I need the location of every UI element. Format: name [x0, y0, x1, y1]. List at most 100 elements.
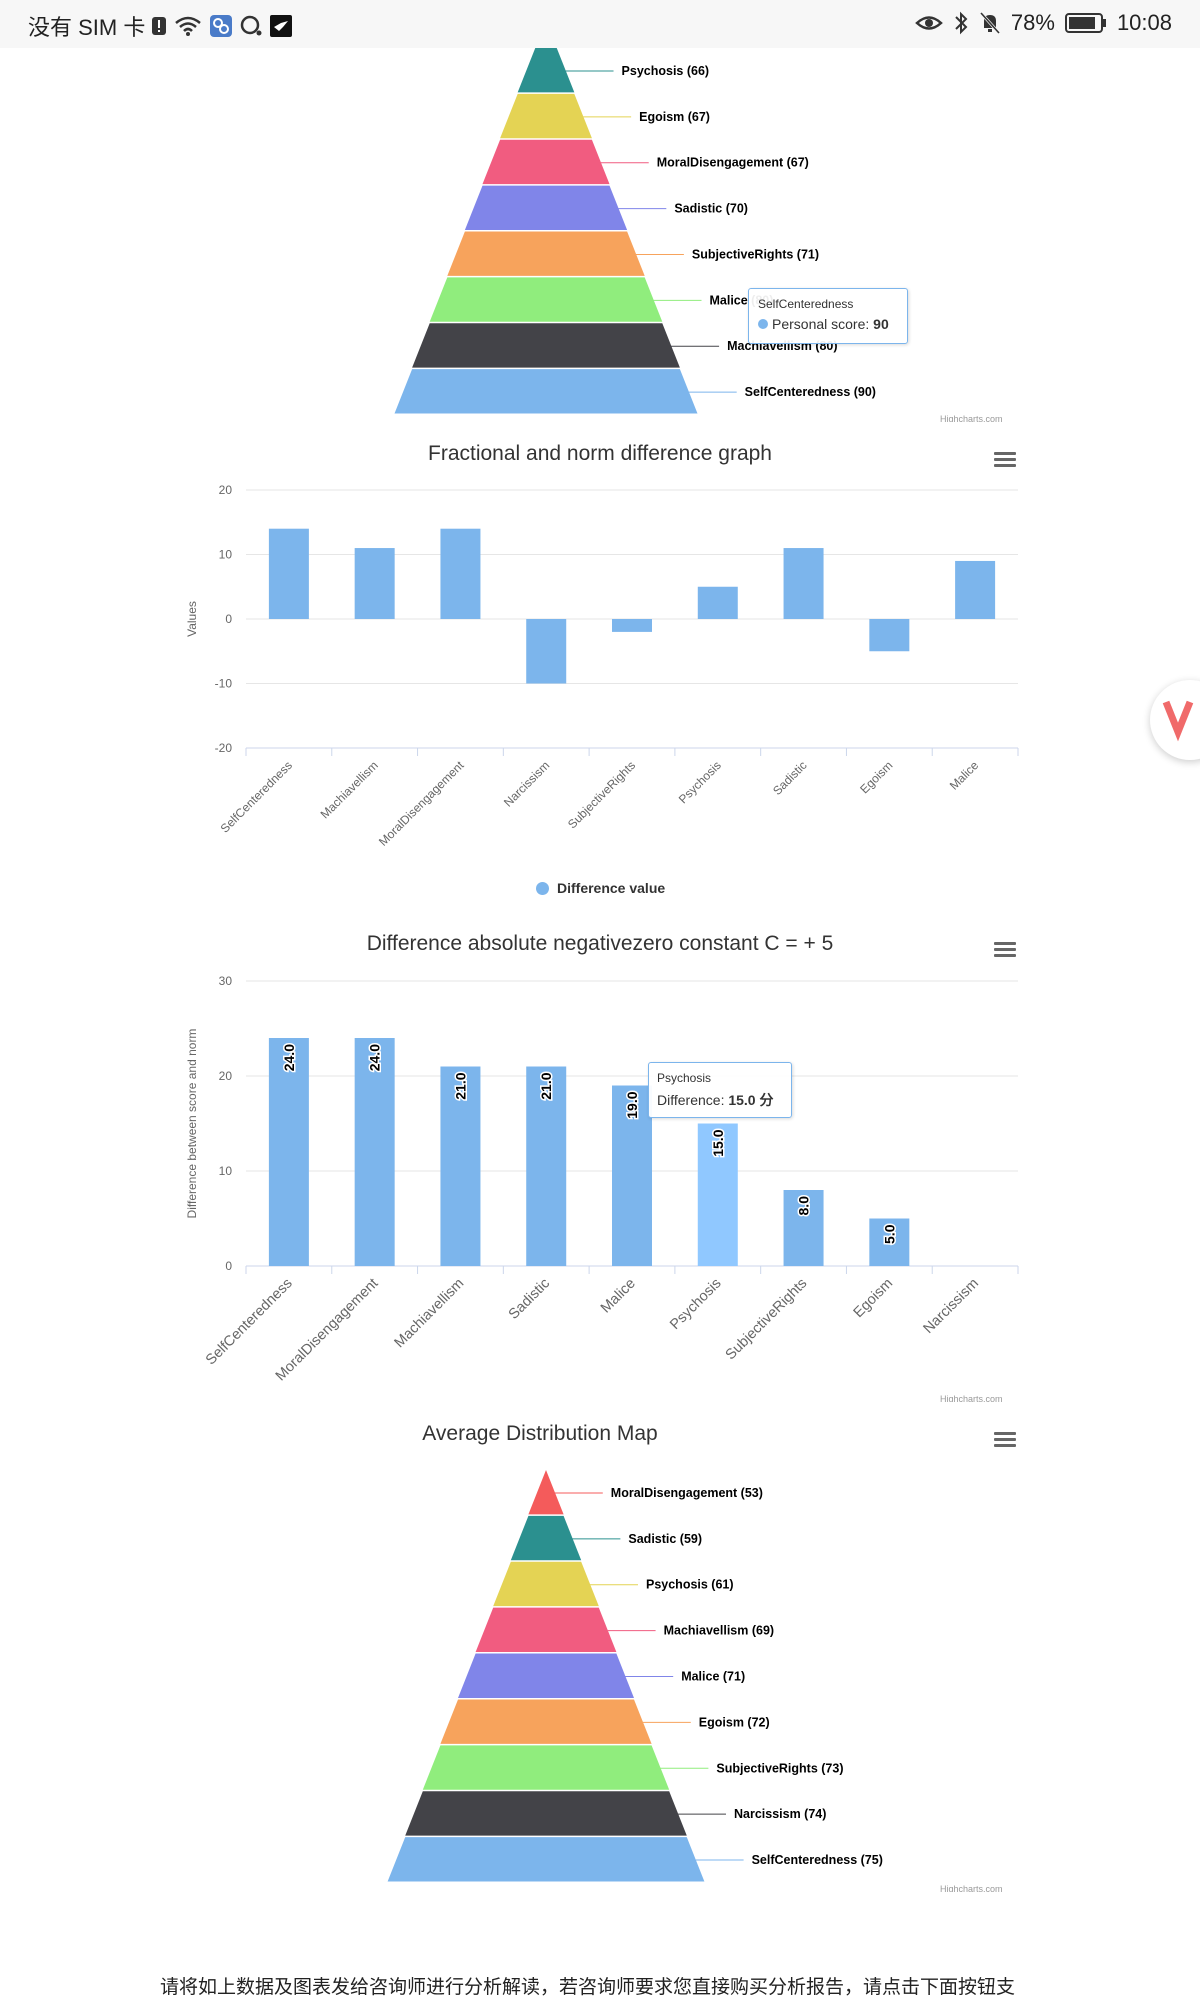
personal-score-pyramid-chart: Psychosis (66) Egoism (67) MoralDisengagem… [0, 48, 1200, 428]
x-category-label: Machiavellism [318, 758, 381, 821]
x-category-label: SubjectiveRights [723, 1276, 811, 1364]
bar [526, 1066, 567, 1266]
bar [354, 1038, 395, 1266]
pyramid-segment [482, 139, 610, 185]
bar [612, 619, 652, 632]
x-category-label: Malice [947, 758, 982, 793]
pyramid-segment [387, 1837, 705, 1882]
wifi-icon [173, 15, 203, 37]
y-tick-label: 20 [219, 483, 233, 497]
pyramid-top-svg: Psychosis (66) Egoism (67) MoralDisengagem… [394, 48, 876, 414]
bar [697, 1123, 738, 1266]
chart-menu-button[interactable] [994, 1430, 1016, 1448]
bar-data-label: 8.0 [796, 1196, 812, 1216]
pyramid-segment [528, 1470, 564, 1515]
pyramid-label: Egoism (67) [639, 110, 710, 124]
pyramid-label: SelfCenteredness (75) [752, 1853, 883, 1867]
bar [869, 1218, 910, 1266]
y-tick-label: 10 [219, 548, 233, 562]
pyramid-label: Narcissism (74) [734, 1807, 826, 1821]
tooltip-body: Personal score: 90 [758, 316, 889, 332]
pyramid-label: SubjectiveRights (73) [716, 1761, 843, 1775]
pyramid-segment [510, 1515, 582, 1561]
pyramid-label: SelfCenteredness (90) [745, 385, 876, 399]
difference-chart-svg: -20 -10 0 10 20 SelfCenteredness Machiavellism… [185, 483, 1019, 849]
chart-menu-button[interactable] [994, 450, 1016, 468]
alert-icon [151, 15, 167, 37]
x-category-label: Egoism [851, 1276, 897, 1322]
floating-action-button[interactable] [1150, 680, 1200, 760]
bar [955, 560, 996, 619]
y-tick-label: 20 [219, 1069, 233, 1083]
pyramid-bottom-credits[interactable]: Highcharts.com [940, 1884, 1003, 1892]
x-category-label: Sadistic [770, 758, 810, 798]
chat-icon [239, 14, 263, 38]
bar [268, 528, 309, 619]
tooltip-body: Difference: 15.0 分 [657, 1092, 774, 1108]
status-right: 78% 10:08 [915, 10, 1172, 36]
difference-chart: Fractional and norm difference graph -20… [0, 428, 1200, 912]
x-category-label: Psychosis [676, 758, 724, 806]
battery-icon [1064, 12, 1107, 34]
tooltip-series-name: Personal score [772, 316, 866, 332]
chart-legend[interactable]: Difference value [536, 880, 665, 896]
status-left: 没有 SIM 卡 [28, 10, 293, 42]
chart-title: Fractional and norm difference graph [428, 442, 772, 465]
pyramid-segment [517, 48, 575, 93]
v-logo-icon [1162, 700, 1194, 742]
x-category-label: SelfCenteredness [203, 1276, 296, 1369]
x-category-label: Egoism [857, 758, 895, 796]
bar-data-label: 5.0 [881, 1224, 897, 1244]
abs-credits[interactable]: Highcharts.com [940, 1394, 1003, 1402]
bar-data-label: 21.0 [452, 1072, 468, 1099]
pyramid-segment [440, 1699, 652, 1744]
y-axis-title: Values [185, 601, 199, 637]
pyramid-bottom-svg: MoralDisengagement (53) Sadistic (59) Psyc… [387, 1470, 883, 1882]
eye-icon [915, 12, 943, 34]
pyramid-segment [429, 277, 663, 322]
battery-percent: 78% [1010, 10, 1055, 35]
pyramid-segment [394, 369, 698, 414]
pyramid-segment [464, 185, 628, 230]
pyramid-label: Machiavellism (69) [664, 1624, 774, 1638]
x-category-label: Malice [598, 1276, 639, 1317]
bar-data-label: 15.0 [710, 1129, 726, 1156]
app-notification-icon [209, 14, 233, 38]
pyramid-label: Psychosis (66) [622, 64, 710, 78]
x-category-label: MoralDisengagement [376, 758, 467, 849]
pyramid-top-credits[interactable]: Highcharts.com [940, 414, 1003, 422]
tooltip-title: Psychosis [657, 1071, 712, 1085]
y-tick-label: -10 [215, 677, 233, 691]
pyramid-segment [405, 1791, 687, 1836]
bar [783, 548, 824, 619]
tooltip-marker-icon [758, 319, 768, 329]
y-axis-title: Difference between score and norm [185, 1029, 199, 1219]
absolute-difference-chart: Difference absolute negativezero constan… [0, 918, 1200, 1408]
pyramid-segment [458, 1653, 634, 1698]
bar [869, 619, 910, 652]
pyramid-segment [500, 93, 592, 139]
bar [354, 548, 395, 619]
bar-data-label: 19.0 [624, 1091, 640, 1118]
pyramid-label: Egoism (72) [699, 1715, 770, 1729]
bar [268, 1038, 309, 1266]
pyramid-segment [422, 1745, 670, 1790]
legend-marker-icon [536, 881, 549, 895]
bar-data-label: 24.0 [281, 1044, 297, 1071]
tooltip-value: 15.0 分 [728, 1092, 774, 1108]
x-category-label: Machiavellism [392, 1276, 468, 1352]
bar [440, 528, 481, 619]
bar [440, 1066, 481, 1266]
clock-time: 10:08 [1116, 10, 1172, 35]
abs-tooltip: Psychosis Difference: 15.0 分 [648, 1062, 792, 1118]
absolute-chart-svg: 0102030SelfCenteredness24.0MoralDisengag… [185, 974, 1019, 1384]
pyramid-label: SubjectiveRights (71) [692, 247, 819, 261]
y-tick-label: -20 [215, 741, 233, 755]
pyramid-segment [493, 1561, 599, 1607]
pyramid-segment [475, 1607, 617, 1653]
bluetooth-icon [953, 11, 969, 35]
tooltip-value: 90 [873, 316, 889, 332]
y-tick-label: 0 [225, 612, 232, 626]
chart-menu-button[interactable] [994, 940, 1016, 958]
tooltip-title: SelfCenteredness [758, 297, 854, 311]
